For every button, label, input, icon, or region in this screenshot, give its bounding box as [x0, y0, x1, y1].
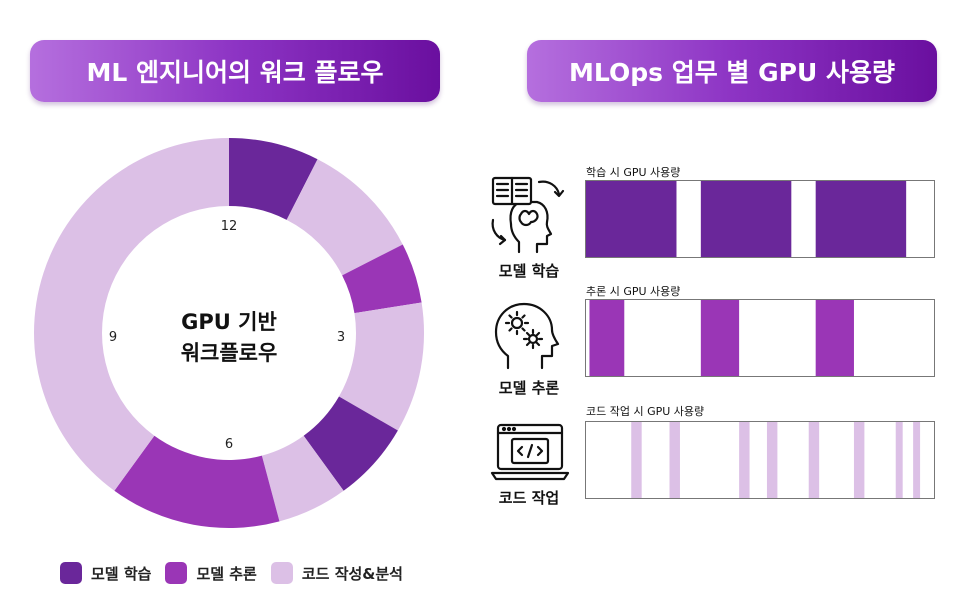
donut-slice-inference	[114, 435, 280, 528]
donut-center-label-line1: GPU 기반	[181, 310, 277, 334]
laptop-code-icon	[490, 423, 570, 481]
legend-label-coding: 코드 작성&분석	[301, 564, 403, 583]
legend-swatch-training	[60, 562, 82, 584]
gpu-usage-block	[815, 300, 854, 376]
gpu-usage-block	[700, 300, 740, 376]
timeline-inference	[585, 299, 935, 377]
legend-item-coding: 코드 작성&분석	[270, 562, 403, 584]
clock-label-12: 12	[221, 219, 238, 234]
gpu-usage-block	[766, 422, 778, 498]
legend-swatch-inference	[165, 562, 188, 584]
workflow-title: ML 엔지니어의 워크 플로우	[30, 40, 440, 102]
gpu-usage-block	[895, 422, 903, 498]
gpu-usage-block	[913, 422, 921, 498]
book-head-icon	[491, 176, 565, 254]
workflow-donut-chart: 12 3 6 9 GPU 기반 워크플로우	[34, 138, 424, 528]
timeline-title-coding: 코드 작업 시 GPU 사용량	[586, 405, 705, 418]
gpu-usage-block	[853, 422, 865, 498]
gpu-usage-title: MLOps 업무 별 GPU 사용량	[527, 40, 937, 102]
donut-slice-coding	[338, 302, 424, 431]
donut-legend: 모델 학습 모델 추론 코드 작성&분석	[60, 562, 417, 584]
legend-label-training: 모델 학습	[91, 564, 152, 583]
gpu-usage-block	[808, 422, 820, 498]
donut-slice-coding	[286, 159, 403, 276]
clock-label-9: 9	[109, 330, 117, 345]
gpu-usage-block	[815, 181, 907, 257]
clock-label-3: 3	[337, 330, 345, 345]
gear-head-icon	[494, 302, 560, 370]
gpu-usage-block	[669, 422, 680, 498]
donut-center-label-line2: 워크플로우	[181, 341, 278, 365]
task-label-inference: 모델 추론	[498, 379, 560, 397]
task-label-coding: 코드 작업	[498, 489, 560, 507]
gpu-usage-block	[739, 422, 750, 498]
timeline-title-inference: 추론 시 GPU 사용량	[586, 285, 681, 298]
gpu-usage-block	[700, 181, 792, 257]
legend-swatch-coding	[270, 562, 293, 584]
gpu-usage-block	[589, 300, 625, 376]
donut-slice-training	[303, 396, 398, 491]
donut-slice-inference	[342, 244, 422, 314]
timeline-title-training: 학습 시 GPU 사용량	[586, 166, 681, 179]
gpu-usage-block	[631, 422, 642, 498]
donut-slice-training	[229, 138, 318, 220]
donut-slice-coding	[261, 435, 344, 522]
legend-label-inference: 모델 추론	[196, 564, 257, 583]
legend-item-inference: 모델 추론	[165, 562, 257, 584]
legend-item-training: 모델 학습	[60, 562, 151, 584]
timeline-coding	[585, 421, 935, 499]
clock-label-6: 6	[225, 437, 233, 452]
task-label-training: 모델 학습	[498, 262, 560, 280]
gpu-usage-block	[586, 181, 677, 257]
timeline-training	[585, 180, 935, 258]
donut-slice-coding	[34, 138, 230, 491]
